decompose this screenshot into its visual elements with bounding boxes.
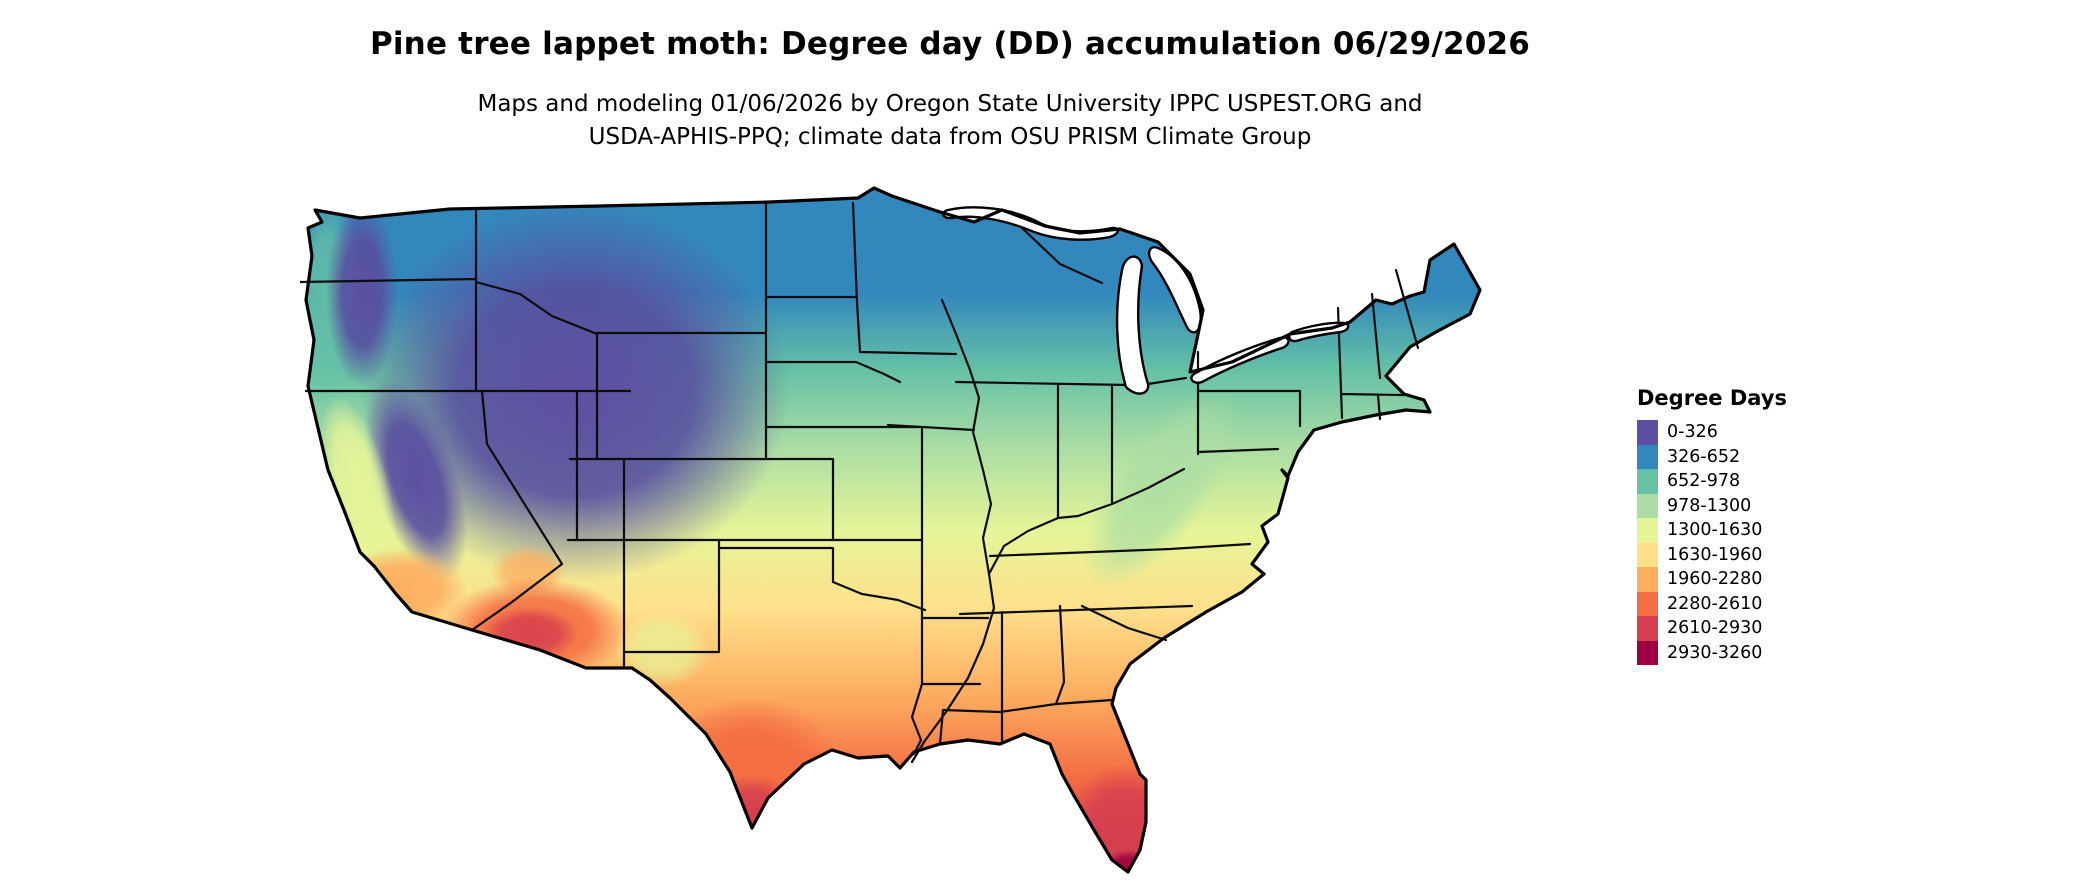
legend-swatch xyxy=(1637,493,1658,518)
us-degree-day-map xyxy=(300,186,1482,874)
us-outline xyxy=(304,186,1482,874)
legend-item-label: 1630-1960 xyxy=(1667,544,1763,565)
legend-item-label: 1300-1630 xyxy=(1667,520,1763,540)
header: Pine tree lappet moth: Degree day (DD) a… xyxy=(0,0,1900,154)
legend-item-label: 326-652 xyxy=(1667,446,1741,467)
lake-erie xyxy=(1190,336,1290,384)
map-subtitle-line1: Maps and modeling 01/06/2026 by Oregon S… xyxy=(477,91,1423,117)
legend-swatch xyxy=(1637,469,1658,494)
legend-item: 978-1300 xyxy=(1637,493,1787,518)
legend-item-label: 2280-2610 xyxy=(1667,593,1763,614)
legend-swatch xyxy=(1637,542,1658,567)
lake-michigan xyxy=(1115,255,1150,395)
map-title: Pine tree lappet moth: Degree day (DD) a… xyxy=(369,26,1531,62)
legend-item-label: 0-326 xyxy=(1667,422,1718,442)
legend-item: 2930-3260 xyxy=(1637,640,1787,665)
map-subtitle-line2: USDA-APHIS-PPQ; climate data from OSU PR… xyxy=(588,124,1312,150)
legend-item: 2280-2610 xyxy=(1637,591,1787,616)
legend: Degree Days 0-326 326-652 652-978 978-13… xyxy=(1637,386,1787,665)
legend-item-label: 978-1300 xyxy=(1667,495,1752,516)
legend-item-label: 1960-2280 xyxy=(1667,569,1763,589)
legend-item-label: 652-978 xyxy=(1667,471,1741,491)
legend-swatch xyxy=(1637,567,1658,592)
legend-item: 1630-1960 xyxy=(1637,542,1787,567)
legend-item: 1300-1630 xyxy=(1637,518,1787,543)
legend-swatch xyxy=(1637,640,1658,665)
legend-item-label: 2930-3260 xyxy=(1667,642,1763,663)
legend-swatch xyxy=(1637,591,1658,616)
legend-swatch xyxy=(1637,518,1658,543)
legend-item: 0-326 xyxy=(1637,420,1787,445)
legend-swatch xyxy=(1637,420,1658,445)
legend-item: 2610-2930 xyxy=(1637,616,1787,641)
legend-item: 326-652 xyxy=(1637,444,1787,469)
map-subtitle: Maps and modeling 01/06/2026 by Oregon S… xyxy=(0,88,1900,154)
legend-swatch xyxy=(1637,616,1658,641)
legend-swatch xyxy=(1637,444,1658,469)
lake-huron xyxy=(1147,246,1202,334)
legend-title: Degree Days xyxy=(1637,386,1788,410)
legend-item: 652-978 xyxy=(1637,469,1787,494)
state-borders xyxy=(300,201,1420,764)
legend-item: 1960-2280 xyxy=(1637,567,1787,592)
legend-item-label: 2610-2930 xyxy=(1667,618,1763,638)
